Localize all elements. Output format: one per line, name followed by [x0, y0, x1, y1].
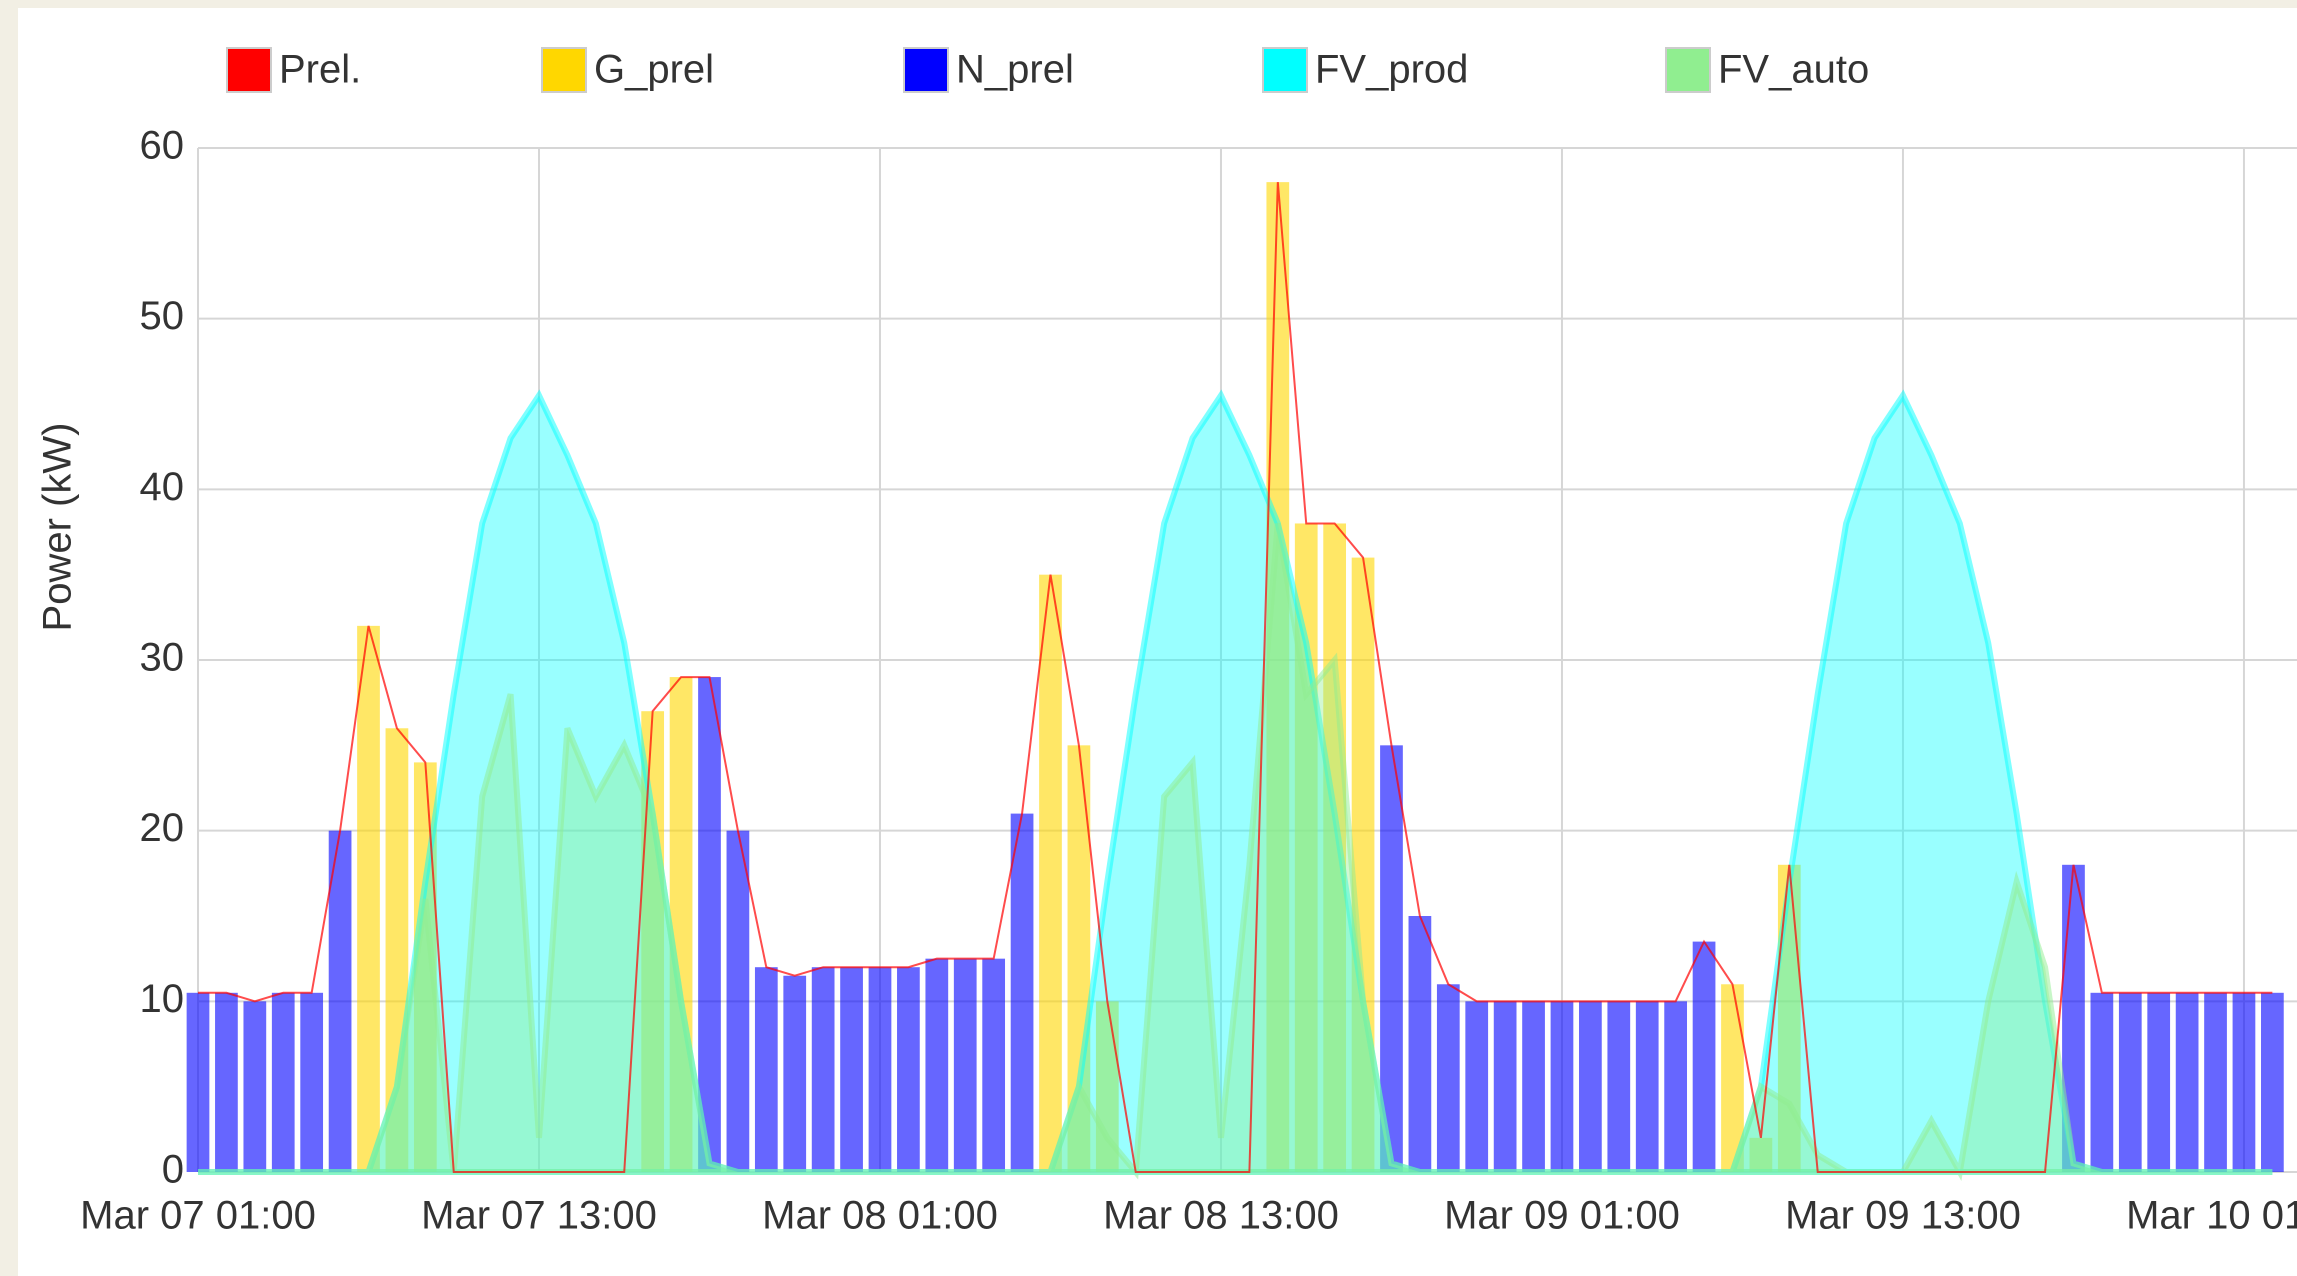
- line: [198, 182, 2273, 1173]
- bar: [1010, 813, 1034, 1172]
- legend-swatch: [903, 47, 949, 93]
- x-tick-label: Mar 09 13:00: [1785, 1194, 2021, 1238]
- bar: [754, 967, 778, 1172]
- bar: [1635, 1001, 1659, 1172]
- x-tick-label: Mar 07 01:00: [80, 1194, 316, 1238]
- bar: [2232, 992, 2256, 1172]
- y-axis-label: Power (kW): [36, 423, 80, 632]
- bar: [925, 958, 949, 1172]
- bar: [413, 762, 437, 1172]
- legend-label: Prel.: [279, 48, 361, 92]
- bar: [2261, 992, 2284, 1172]
- bar: [186, 992, 210, 1172]
- y-tick-label: 60: [140, 124, 185, 168]
- bar: [271, 992, 295, 1172]
- bar: [1522, 1001, 1545, 1172]
- bar: [1436, 984, 1460, 1172]
- bar: [2147, 992, 2171, 1172]
- bar: [1323, 523, 1347, 1172]
- bar: [726, 830, 750, 1172]
- bar: [840, 967, 863, 1172]
- area: [198, 522, 2273, 1181]
- legend-swatch: [541, 47, 587, 93]
- legend-swatch: [1665, 47, 1711, 93]
- y-tick-label: 40: [140, 465, 185, 509]
- bar: [2175, 992, 2199, 1172]
- bar: [698, 677, 721, 1172]
- legend-label: G_prel: [594, 48, 714, 92]
- bar: [300, 992, 324, 1172]
- bar: [357, 625, 380, 1172]
- bar: [641, 711, 665, 1172]
- bar: [1607, 1001, 1631, 1172]
- x-tick-label: Mar 08 13:00: [1103, 1194, 1339, 1238]
- legend-swatch: [226, 47, 272, 93]
- bar: [1721, 984, 1744, 1172]
- bar: [1550, 1001, 1574, 1172]
- bar: [1749, 1137, 1773, 1172]
- y-tick-label: 10: [140, 977, 185, 1021]
- y-tick-label: 50: [140, 294, 185, 338]
- bar: [953, 958, 977, 1172]
- bar: [1266, 182, 1290, 1173]
- x-tick-label: Mar 08 01:00: [762, 1194, 998, 1238]
- legend-swatch: [1262, 47, 1308, 93]
- legend-label: FV_auto: [1718, 48, 1869, 92]
- legend-label: FV_prod: [1315, 48, 1468, 92]
- x-tick-label: Mar 07 13:00: [421, 1194, 657, 1238]
- bar: [783, 975, 807, 1172]
- bar: [1692, 941, 1716, 1172]
- bar: [982, 958, 1006, 1172]
- bar: [1465, 1001, 1489, 1172]
- bar: [215, 992, 238, 1172]
- y-tick-label: 0: [162, 1148, 184, 1192]
- bar: [1039, 574, 1062, 1172]
- bar: [1664, 1001, 1688, 1172]
- bar: [868, 967, 892, 1172]
- bar: [1380, 745, 1403, 1172]
- bar: [2062, 864, 2085, 1172]
- bar: [2090, 992, 2114, 1172]
- x-tick-label: Mar 09 01:00: [1444, 1194, 1680, 1238]
- bar: [811, 967, 835, 1172]
- bar: [328, 830, 352, 1172]
- area: [198, 389, 2273, 1175]
- bar: [1493, 1001, 1517, 1172]
- y-tick-label: 30: [140, 636, 185, 680]
- legend-label: N_prel: [956, 48, 1074, 92]
- bar: [2204, 992, 2227, 1172]
- y-tick-label: 20: [140, 806, 185, 850]
- bar: [897, 967, 920, 1172]
- bar: [2118, 992, 2142, 1172]
- bar: [243, 1001, 267, 1172]
- bar: [1579, 1001, 1602, 1172]
- bar: [1408, 916, 1432, 1172]
- x-tick-label: Mar 10 01:00: [2126, 1194, 2297, 1238]
